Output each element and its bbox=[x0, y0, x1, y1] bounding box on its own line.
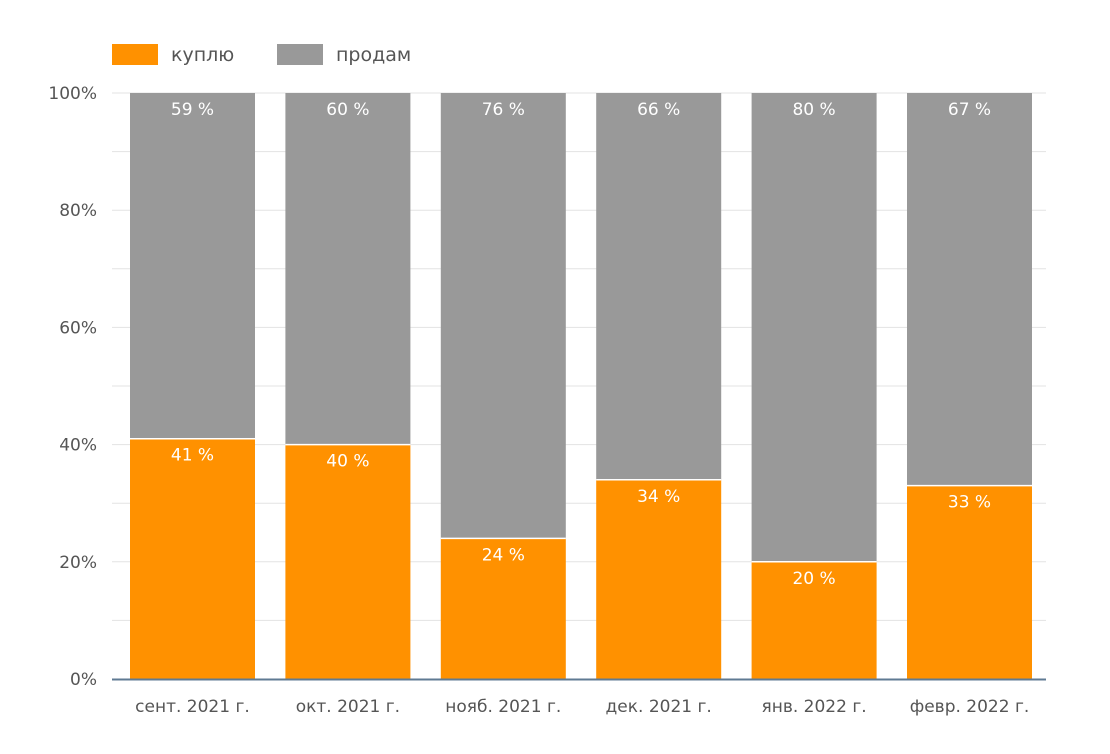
bar-sell bbox=[907, 93, 1032, 486]
x-axis: сент. 2021 г. окт. 2021 г. нояб. 2021 г. де… bbox=[112, 678, 1046, 717]
bar-sell bbox=[130, 93, 255, 439]
data-label: 67 % bbox=[948, 100, 991, 120]
y-tick-label: 80% bbox=[59, 201, 97, 221]
bar-buy bbox=[596, 479, 722, 679]
data-label: 60 % bbox=[326, 100, 369, 120]
data-label: 80 % bbox=[792, 100, 835, 120]
data-label: 20 % bbox=[792, 569, 835, 589]
bars: 41 % 59 % 40 % 60 % 24 % 76 % 34 % 66 % 20 % 80 %… bbox=[130, 93, 1032, 679]
legend-swatch bbox=[112, 44, 158, 65]
data-label: 59 % bbox=[171, 100, 214, 120]
x-tick-label: дек. 2021 г. bbox=[606, 697, 712, 717]
bar-buy bbox=[907, 485, 1032, 679]
bar-buy bbox=[285, 444, 411, 679]
data-label: 41 % bbox=[171, 446, 214, 466]
x-tick-label: нояб. 2021 г. bbox=[445, 697, 561, 717]
data-label: 24 % bbox=[482, 545, 525, 565]
y-tick-label: 20% bbox=[59, 553, 97, 573]
data-label: 76 % bbox=[482, 100, 525, 120]
bar-sell bbox=[285, 93, 411, 445]
x-tick-label: сент. 2021 г. bbox=[135, 697, 250, 717]
legend-label: продам bbox=[336, 44, 411, 66]
bar-buy bbox=[130, 438, 255, 679]
legend: куплю продам bbox=[112, 44, 411, 66]
bar-buy bbox=[440, 538, 566, 679]
data-label: 34 % bbox=[637, 487, 680, 507]
legend-label: куплю bbox=[171, 44, 234, 66]
data-label: 66 % bbox=[637, 100, 680, 120]
x-tick-label: февр. 2022 г. bbox=[910, 697, 1030, 717]
x-tick-label: окт. 2021 г. bbox=[296, 697, 400, 717]
x-tick-label: янв. 2022 г. bbox=[762, 697, 867, 717]
bar-sell bbox=[440, 93, 566, 539]
y-tick-label: 0% bbox=[70, 670, 97, 690]
data-label: 33 % bbox=[948, 493, 991, 513]
legend-swatch bbox=[277, 44, 323, 65]
bar-sell bbox=[751, 93, 877, 562]
y-tick-label: 100% bbox=[48, 84, 97, 104]
bar-buy bbox=[751, 561, 877, 679]
y-tick-label: 60% bbox=[59, 318, 97, 338]
bar-sell bbox=[596, 93, 722, 480]
grid-lines bbox=[112, 92, 1046, 680]
data-label: 40 % bbox=[326, 452, 369, 472]
y-axis: 0% 20% 40% 60% 80% 100% bbox=[48, 84, 97, 690]
y-tick-label: 40% bbox=[59, 436, 97, 456]
